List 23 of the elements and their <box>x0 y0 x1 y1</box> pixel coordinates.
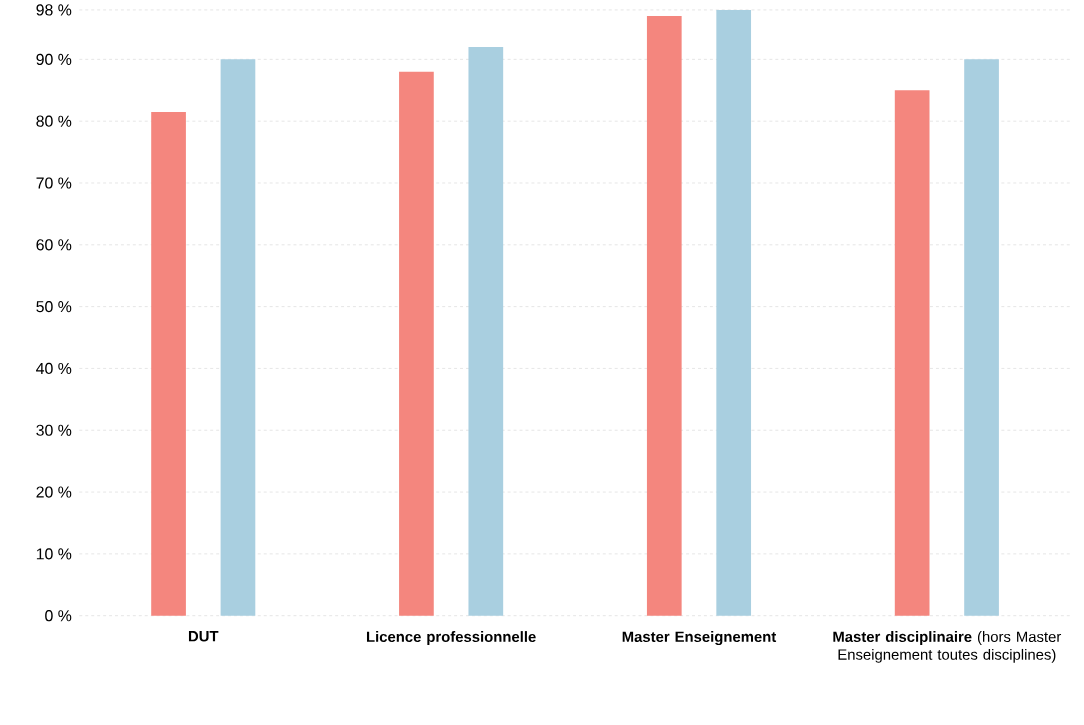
bar <box>646 16 682 616</box>
bar <box>399 71 434 616</box>
y-tick-label: 10 % <box>36 548 72 560</box>
x-tick-label: DUT <box>188 631 219 642</box>
y-tick-label: 80 % <box>36 115 72 127</box>
bar <box>894 90 930 616</box>
x-tick-label: Master disciplinaire (hors Master Enseignement toutes disciplines) <box>833 631 1062 663</box>
y-tick-label: 50 % <box>36 301 72 313</box>
bar <box>964 59 999 616</box>
x-tick-label: Master Enseignement <box>622 631 777 646</box>
bar <box>220 59 256 616</box>
bar <box>151 112 186 616</box>
y-tick-label: 60 % <box>36 239 72 251</box>
y-tick-label: 90 % <box>36 53 72 66</box>
y-tick-label: 40 % <box>36 362 72 375</box>
y-tick-label: 70 % <box>36 177 72 189</box>
y-tick-label: 20 % <box>36 486 72 498</box>
x-tick-label: Licence professionnelle <box>366 631 536 646</box>
y-tick-label: 30 % <box>36 424 72 436</box>
bar <box>468 47 504 616</box>
bar <box>716 10 752 616</box>
y-tick-label: 0 % <box>45 610 72 622</box>
y-tick-label: 98 % <box>36 4 72 16</box>
